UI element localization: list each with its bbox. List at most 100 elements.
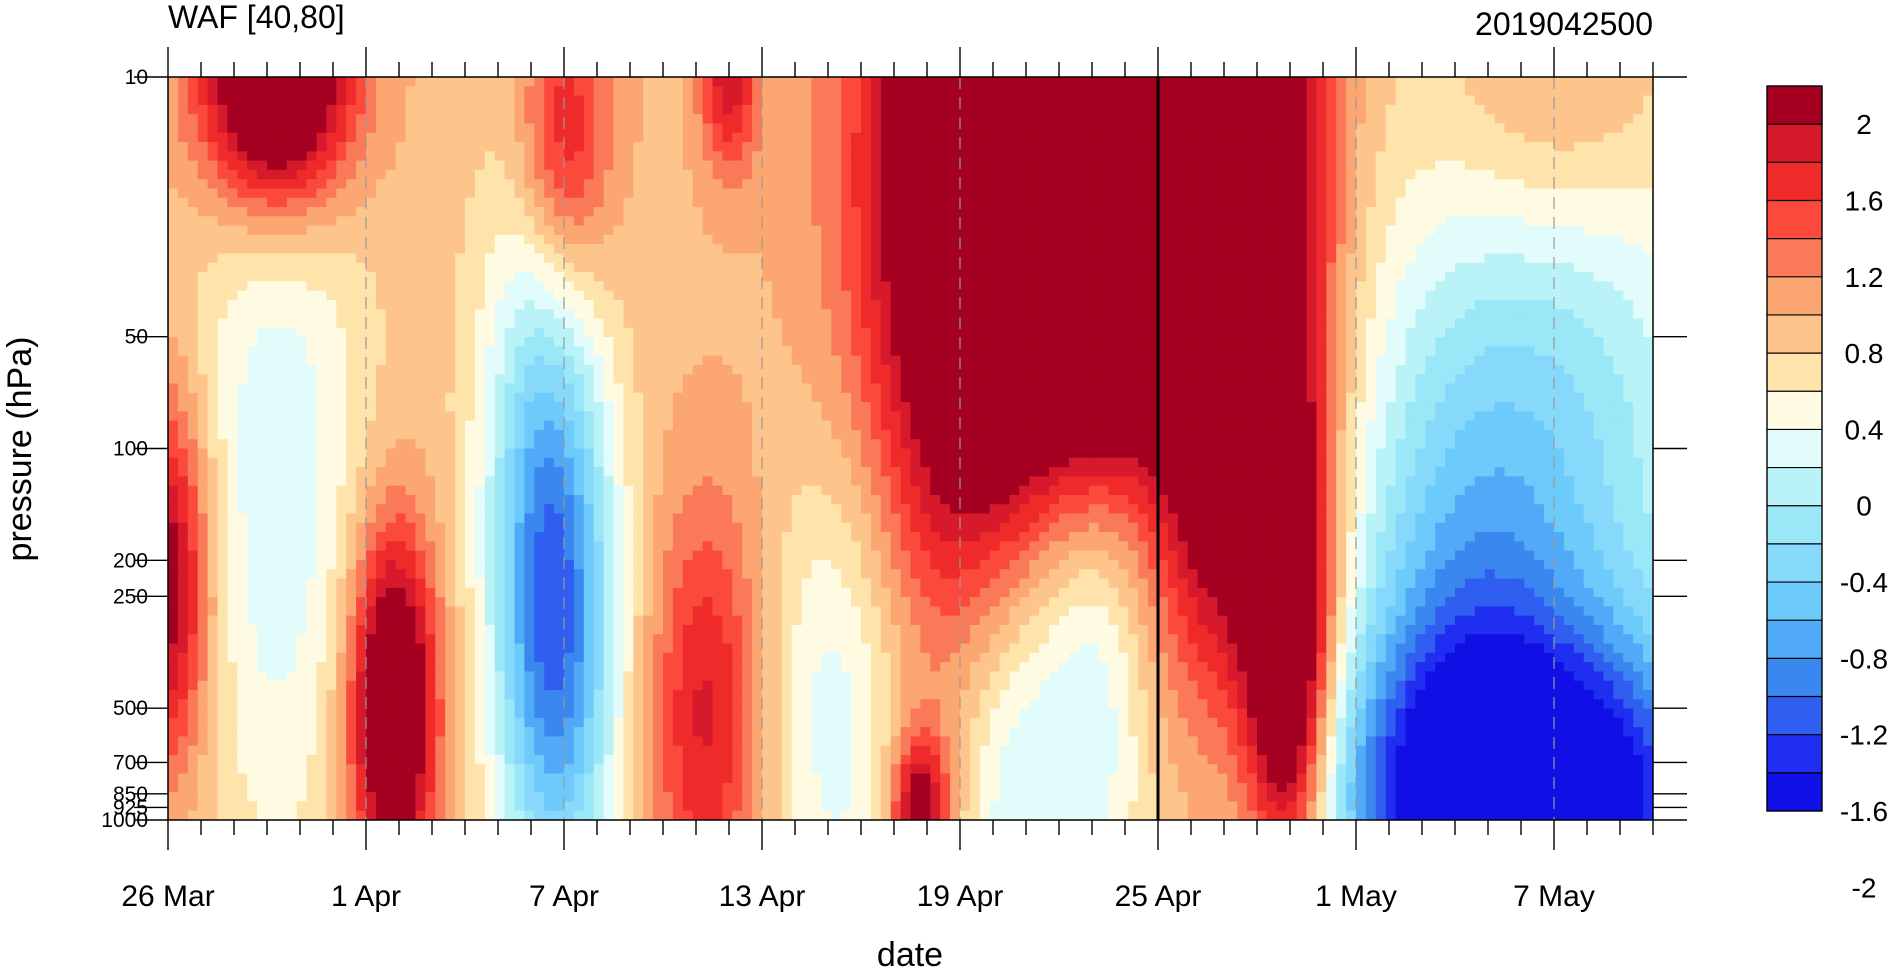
field-cell	[841, 151, 852, 162]
field-cell	[583, 77, 595, 87]
field-cell	[989, 272, 1001, 282]
field-cell	[1524, 114, 1535, 125]
field-cell	[633, 234, 644, 245]
field-cell	[811, 95, 822, 106]
field-cell	[1464, 169, 1476, 180]
field-cell	[445, 114, 456, 125]
field-cell	[1425, 299, 1436, 310]
field-cell	[534, 160, 545, 171]
field-cell	[1029, 86, 1040, 97]
field-cell	[336, 104, 347, 115]
field-cell	[1148, 346, 1159, 357]
field-cell	[1494, 355, 1506, 366]
field-cell	[296, 104, 308, 115]
field-cell	[1217, 142, 1228, 152]
field-cell	[801, 281, 813, 292]
field-cell	[1118, 309, 1129, 320]
field-cell	[742, 244, 753, 255]
field-cell	[484, 216, 496, 227]
field-cell	[375, 151, 387, 162]
field-cell	[1227, 253, 1238, 264]
field-cell	[732, 364, 743, 375]
field-cell	[177, 86, 189, 97]
field-cell	[227, 383, 238, 394]
field-cell	[653, 151, 664, 162]
field-cell	[247, 151, 258, 162]
field-cell	[1534, 253, 1545, 264]
field-cell	[1187, 355, 1199, 366]
field-cell	[494, 253, 506, 264]
field-cell	[504, 383, 516, 394]
field-cell	[712, 262, 723, 273]
field-cell	[1296, 355, 1308, 366]
field-cell	[366, 327, 377, 338]
field-cell	[1108, 179, 1119, 190]
field-cell	[722, 309, 733, 320]
field-cell	[177, 132, 189, 143]
field-cell	[1039, 374, 1050, 385]
field-cell	[544, 290, 555, 301]
field-cell	[1583, 225, 1595, 236]
field-cell	[346, 327, 357, 338]
field-cell	[960, 104, 971, 115]
field-cell	[1167, 95, 1179, 106]
field-cell	[1623, 216, 1634, 227]
field-cell	[1257, 327, 1268, 338]
field-cell	[494, 151, 506, 162]
field-cell	[1435, 104, 1446, 115]
field-cell	[395, 132, 407, 143]
field-cell	[940, 299, 951, 310]
field-cell	[1247, 104, 1258, 115]
field-cell	[316, 132, 327, 143]
field-cell	[1138, 179, 1149, 190]
field-cell	[435, 234, 446, 245]
field-cell	[1247, 142, 1258, 152]
field-cell	[1336, 151, 1347, 162]
field-cell	[435, 253, 446, 264]
field-cell	[1167, 253, 1179, 264]
field-cell	[276, 299, 288, 310]
field-cell	[1316, 327, 1327, 338]
field-cell	[474, 281, 486, 292]
field-cell	[207, 281, 219, 292]
field-cell	[1484, 197, 1496, 208]
field-cell	[1455, 151, 1466, 162]
field-cell	[979, 142, 991, 152]
field-cell	[1514, 104, 1525, 115]
field-cell	[1197, 337, 1209, 347]
field-cell	[465, 123, 476, 134]
field-cell	[1049, 318, 1060, 329]
field-cell	[583, 327, 595, 338]
field-cell	[1306, 216, 1317, 227]
field-cell	[732, 253, 743, 264]
field-cell	[979, 207, 991, 217]
field-cell	[1633, 272, 1644, 282]
field-cell	[217, 123, 228, 134]
field-cell	[1059, 262, 1070, 273]
field-cell	[841, 123, 852, 134]
field-cell	[1583, 197, 1595, 208]
field-cell	[663, 290, 674, 301]
field-cell	[564, 104, 575, 115]
field-cell	[583, 160, 595, 171]
field-cell	[177, 197, 189, 208]
field-cell	[1524, 346, 1535, 357]
field-cell	[1603, 104, 1614, 115]
field-cell	[1415, 346, 1426, 357]
field-cell	[395, 86, 407, 97]
field-cell	[1474, 179, 1486, 190]
field-cell	[1633, 169, 1644, 180]
field-cell	[504, 151, 516, 162]
field-cell	[217, 253, 228, 264]
field-cell	[940, 132, 951, 143]
field-cell	[1148, 114, 1159, 125]
field-cell	[920, 188, 931, 199]
field-cell	[1227, 262, 1238, 273]
field-cell	[851, 142, 862, 152]
field-cell	[712, 272, 723, 282]
field-cell	[385, 346, 397, 357]
field-cell	[653, 160, 664, 171]
field-cell	[227, 142, 238, 152]
field-cell	[1415, 104, 1426, 115]
field-cell	[1158, 318, 1169, 329]
